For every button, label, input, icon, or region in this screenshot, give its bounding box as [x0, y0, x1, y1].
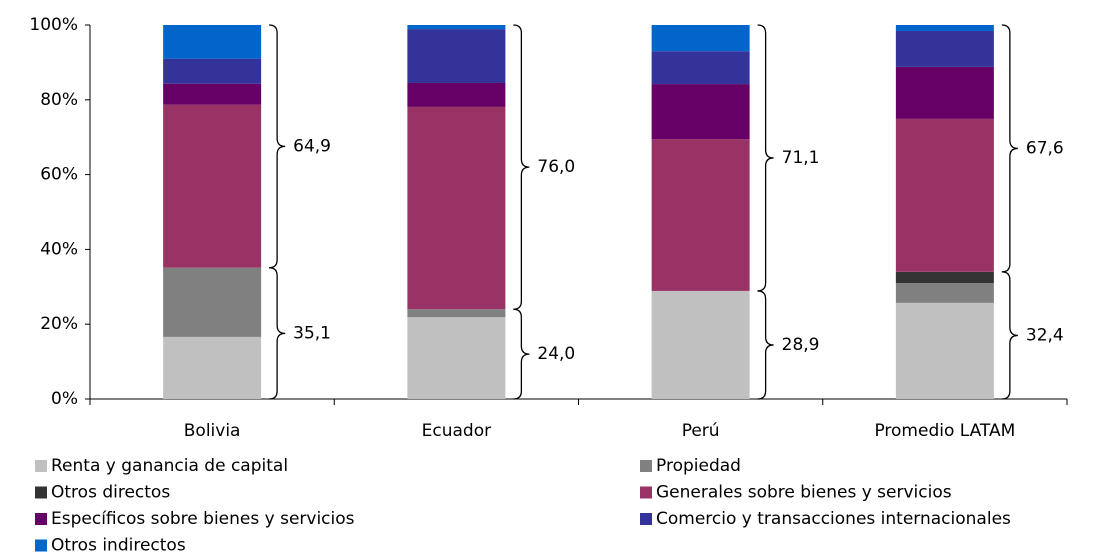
bar-segment: [163, 336, 262, 399]
bar-segment: [651, 25, 750, 52]
bar-segment: [163, 267, 262, 337]
legend-swatch: [35, 539, 47, 552]
bar-segment: [407, 29, 506, 83]
indirect-brace: [269, 24, 286, 269]
bar-segment: [895, 66, 994, 119]
indirect-brace: [513, 24, 530, 310]
legend-swatch: [35, 460, 47, 472]
bar-segment: [651, 139, 750, 291]
direct-brace: [757, 290, 774, 400]
legend-label: Otros indirectos: [51, 536, 186, 553]
bar-segment: [651, 84, 750, 140]
x-tick-label: Ecuador: [422, 421, 491, 441]
y-tick-label: 20%: [40, 314, 78, 334]
legend-label: Renta y ganancia de capital: [51, 456, 288, 476]
legend-label: Propiedad: [656, 456, 741, 476]
indirect-label: 76,0: [537, 157, 575, 177]
y-tick-label: 60%: [40, 165, 78, 185]
bar-segment: [163, 58, 262, 84]
direct-brace: [269, 267, 286, 400]
legend-label: Específicos sobre bienes y servicios: [51, 509, 355, 529]
bar-segment: [163, 25, 262, 59]
legend-swatch: [640, 513, 652, 525]
bar-segment: [895, 118, 994, 272]
indirect-label: 67,6: [1026, 138, 1064, 158]
legend-swatch: [35, 513, 47, 525]
x-tick-label: Perú: [682, 421, 720, 441]
y-tick-label: 80%: [40, 90, 78, 110]
x-tick-label: Promedio LATAM: [874, 421, 1015, 441]
bar-segment: [895, 25, 994, 31]
legend-swatch: [35, 486, 47, 499]
indirect-brace: [757, 24, 774, 292]
bar-segment: [895, 271, 994, 284]
y-tick-label: 0%: [51, 389, 78, 409]
bar-segment: [895, 302, 994, 399]
y-tick-label: 100%: [29, 15, 78, 35]
direct-label: 24,0: [537, 344, 575, 364]
bar-segment: [163, 83, 262, 105]
direct-label: 28,9: [782, 335, 820, 355]
legend-swatch: [640, 486, 652, 499]
x-tick-label: Bolivia: [184, 421, 241, 441]
bar-segment: [895, 30, 994, 67]
bar-segment: [895, 283, 994, 303]
bar-segment: [407, 106, 506, 310]
legend-swatch: [640, 460, 652, 472]
indirect-brace: [1001, 24, 1018, 273]
legend-label: Generales sobre bienes y servicios: [656, 483, 952, 503]
bar-segment: [407, 82, 506, 107]
bar-segment: [407, 25, 506, 30]
bar-segment: [407, 309, 506, 318]
bar-segment: [163, 104, 262, 268]
bar-segment: [651, 290, 750, 399]
legend-label: Comercio y transacciones internacionales: [656, 509, 1011, 529]
direct-brace: [1001, 271, 1018, 400]
indirect-label: 71,1: [782, 148, 820, 168]
direct-label: 35,1: [293, 323, 331, 343]
indirect-label: 64,9: [293, 136, 331, 156]
y-tick-label: 40%: [40, 239, 78, 259]
direct-label: 32,4: [1026, 325, 1064, 345]
bar-segment: [407, 317, 506, 399]
direct-brace: [513, 308, 530, 400]
legend-label: Otros directos: [51, 483, 170, 503]
bar-segment: [651, 51, 750, 85]
